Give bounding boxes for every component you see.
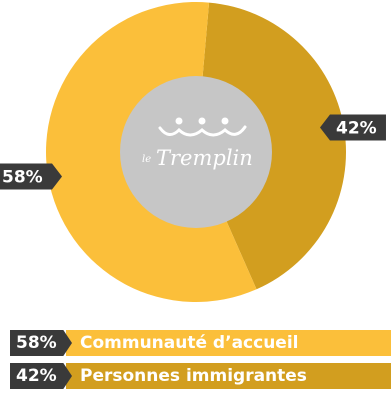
logo-figures-icon: [158, 117, 247, 137]
legend-label: Communauté d’accueil: [66, 330, 391, 356]
donut-chart: le Tremplin 42% 58%: [0, 1, 386, 302]
value-label: 58%: [0, 163, 63, 190]
value-label-badge: [319, 114, 386, 141]
logo-text-main: Tremplin: [156, 146, 253, 170]
value-label-text: 58%: [2, 167, 43, 187]
value-label-badge: [0, 163, 63, 190]
legend-pct-badge: 58%: [10, 330, 72, 356]
legend-pct-badge: 42%: [10, 363, 72, 389]
legend-item-immigrantes: 42% Personnes immigrantes: [10, 363, 391, 389]
legend-label: Personnes immigrantes: [66, 363, 391, 389]
logo-text-small: le: [142, 154, 151, 165]
legend-item-communaute: 58% Communauté d’accueil: [10, 330, 391, 356]
value-label: 42%: [319, 114, 386, 141]
logo: le Tremplin: [142, 117, 253, 170]
value-label-text: 42%: [336, 119, 377, 139]
center-hole: [120, 76, 272, 228]
value-labels-group: 42% 58%: [0, 114, 386, 190]
